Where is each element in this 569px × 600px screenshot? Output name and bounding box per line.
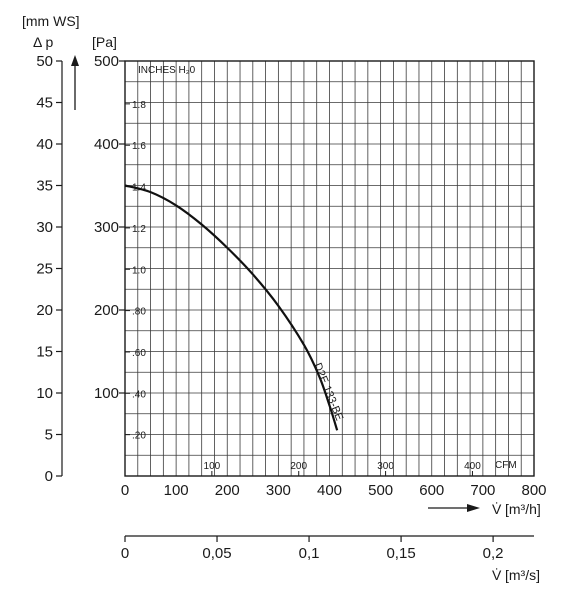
- inner-y-tick-label: 1.2: [132, 224, 146, 235]
- inner-x-tick-label: 100: [204, 461, 221, 472]
- tick-labels: 0 5 10 15 20 25 30 35 40 45 50 100 200 300 400 500 0 100 2…: [36, 53, 546, 562]
- inner-y-tick-label: .20: [132, 431, 146, 442]
- x2-tick-label: 0,1: [299, 545, 320, 562]
- x-tick-label: 400: [317, 482, 342, 499]
- x-tick-label: 700: [470, 482, 495, 499]
- x2-tick-label: 0,05: [202, 545, 231, 562]
- x-tick-label: 300: [266, 482, 291, 499]
- y2-tick-label: 30: [36, 219, 53, 236]
- y-tick-label: 300: [94, 219, 119, 236]
- inner-y-tick-label: .60: [132, 348, 146, 359]
- y-tick-label: 500: [94, 53, 119, 70]
- y2-tick-label: 15: [36, 344, 53, 361]
- y2-tick-label: 45: [36, 95, 53, 112]
- y2-axis-arrowhead: [71, 55, 79, 66]
- x2-tick-label: 0: [121, 545, 129, 562]
- y-tick-label: 200: [94, 302, 119, 319]
- x-tick-label: 800: [521, 482, 546, 499]
- inner-x-tick-label: 300: [377, 461, 394, 472]
- y2-tick-label: 0: [45, 468, 53, 485]
- x-tick-label: 600: [419, 482, 444, 499]
- x2-tick-label: 0,2: [483, 545, 504, 562]
- series-label: D2E 133-BE: [311, 361, 345, 422]
- plot-frame: [124, 60, 535, 477]
- series-line: [124, 184, 339, 431]
- inner-x-tick-label: 200: [290, 461, 307, 472]
- x-tick-label: 100: [164, 482, 189, 499]
- y2-tick-label: 50: [36, 53, 53, 70]
- x-symbol-label: V̇: [492, 501, 502, 517]
- inner-y-tick-label: .40: [132, 389, 146, 400]
- y2-tick-label: 5: [45, 427, 53, 444]
- y2-tick-label: 25: [36, 261, 53, 278]
- y-unit-label: [Pa]: [92, 34, 117, 50]
- y2-unit-label: [mm WS]: [22, 13, 80, 29]
- x-tick-label: 200: [215, 482, 240, 499]
- x2-unit-label: [m³/s]: [505, 567, 540, 583]
- inner-y-tick-label: 1.0: [132, 265, 146, 276]
- grid: [125, 61, 534, 476]
- axes: [56, 60, 535, 542]
- y2-tick-label: 40: [36, 136, 53, 153]
- inner-x-unit-label: CFM: [495, 460, 517, 471]
- inner-y-tick-label: 1.6: [132, 141, 146, 152]
- inner-x-tick-label: 400: [464, 461, 481, 472]
- y2-tick-label: 10: [36, 385, 53, 402]
- x2-symbol-label: V̇: [492, 567, 502, 583]
- x2-tick-label: 0,15: [386, 545, 415, 562]
- y-tick-label: 400: [94, 136, 119, 153]
- x-unit-label: [m³/h]: [505, 501, 541, 517]
- series-layer: D2E 133-BE: [124, 184, 345, 431]
- inner-y-unit-label: INCHES H₂0: [138, 65, 196, 76]
- x-tick-label: 0: [121, 482, 129, 499]
- y2-tick-label: 20: [36, 302, 53, 319]
- inner-y-tick-label: .80: [132, 307, 146, 318]
- x-tick-label: 500: [368, 482, 393, 499]
- y-tick-label: 100: [94, 385, 119, 402]
- x-axis-arrowhead: [467, 504, 480, 512]
- inner-y-tick-label: 1.8: [132, 100, 146, 111]
- y2-tick-label: 35: [36, 178, 53, 195]
- y2-symbol-label: Δ p: [33, 34, 53, 50]
